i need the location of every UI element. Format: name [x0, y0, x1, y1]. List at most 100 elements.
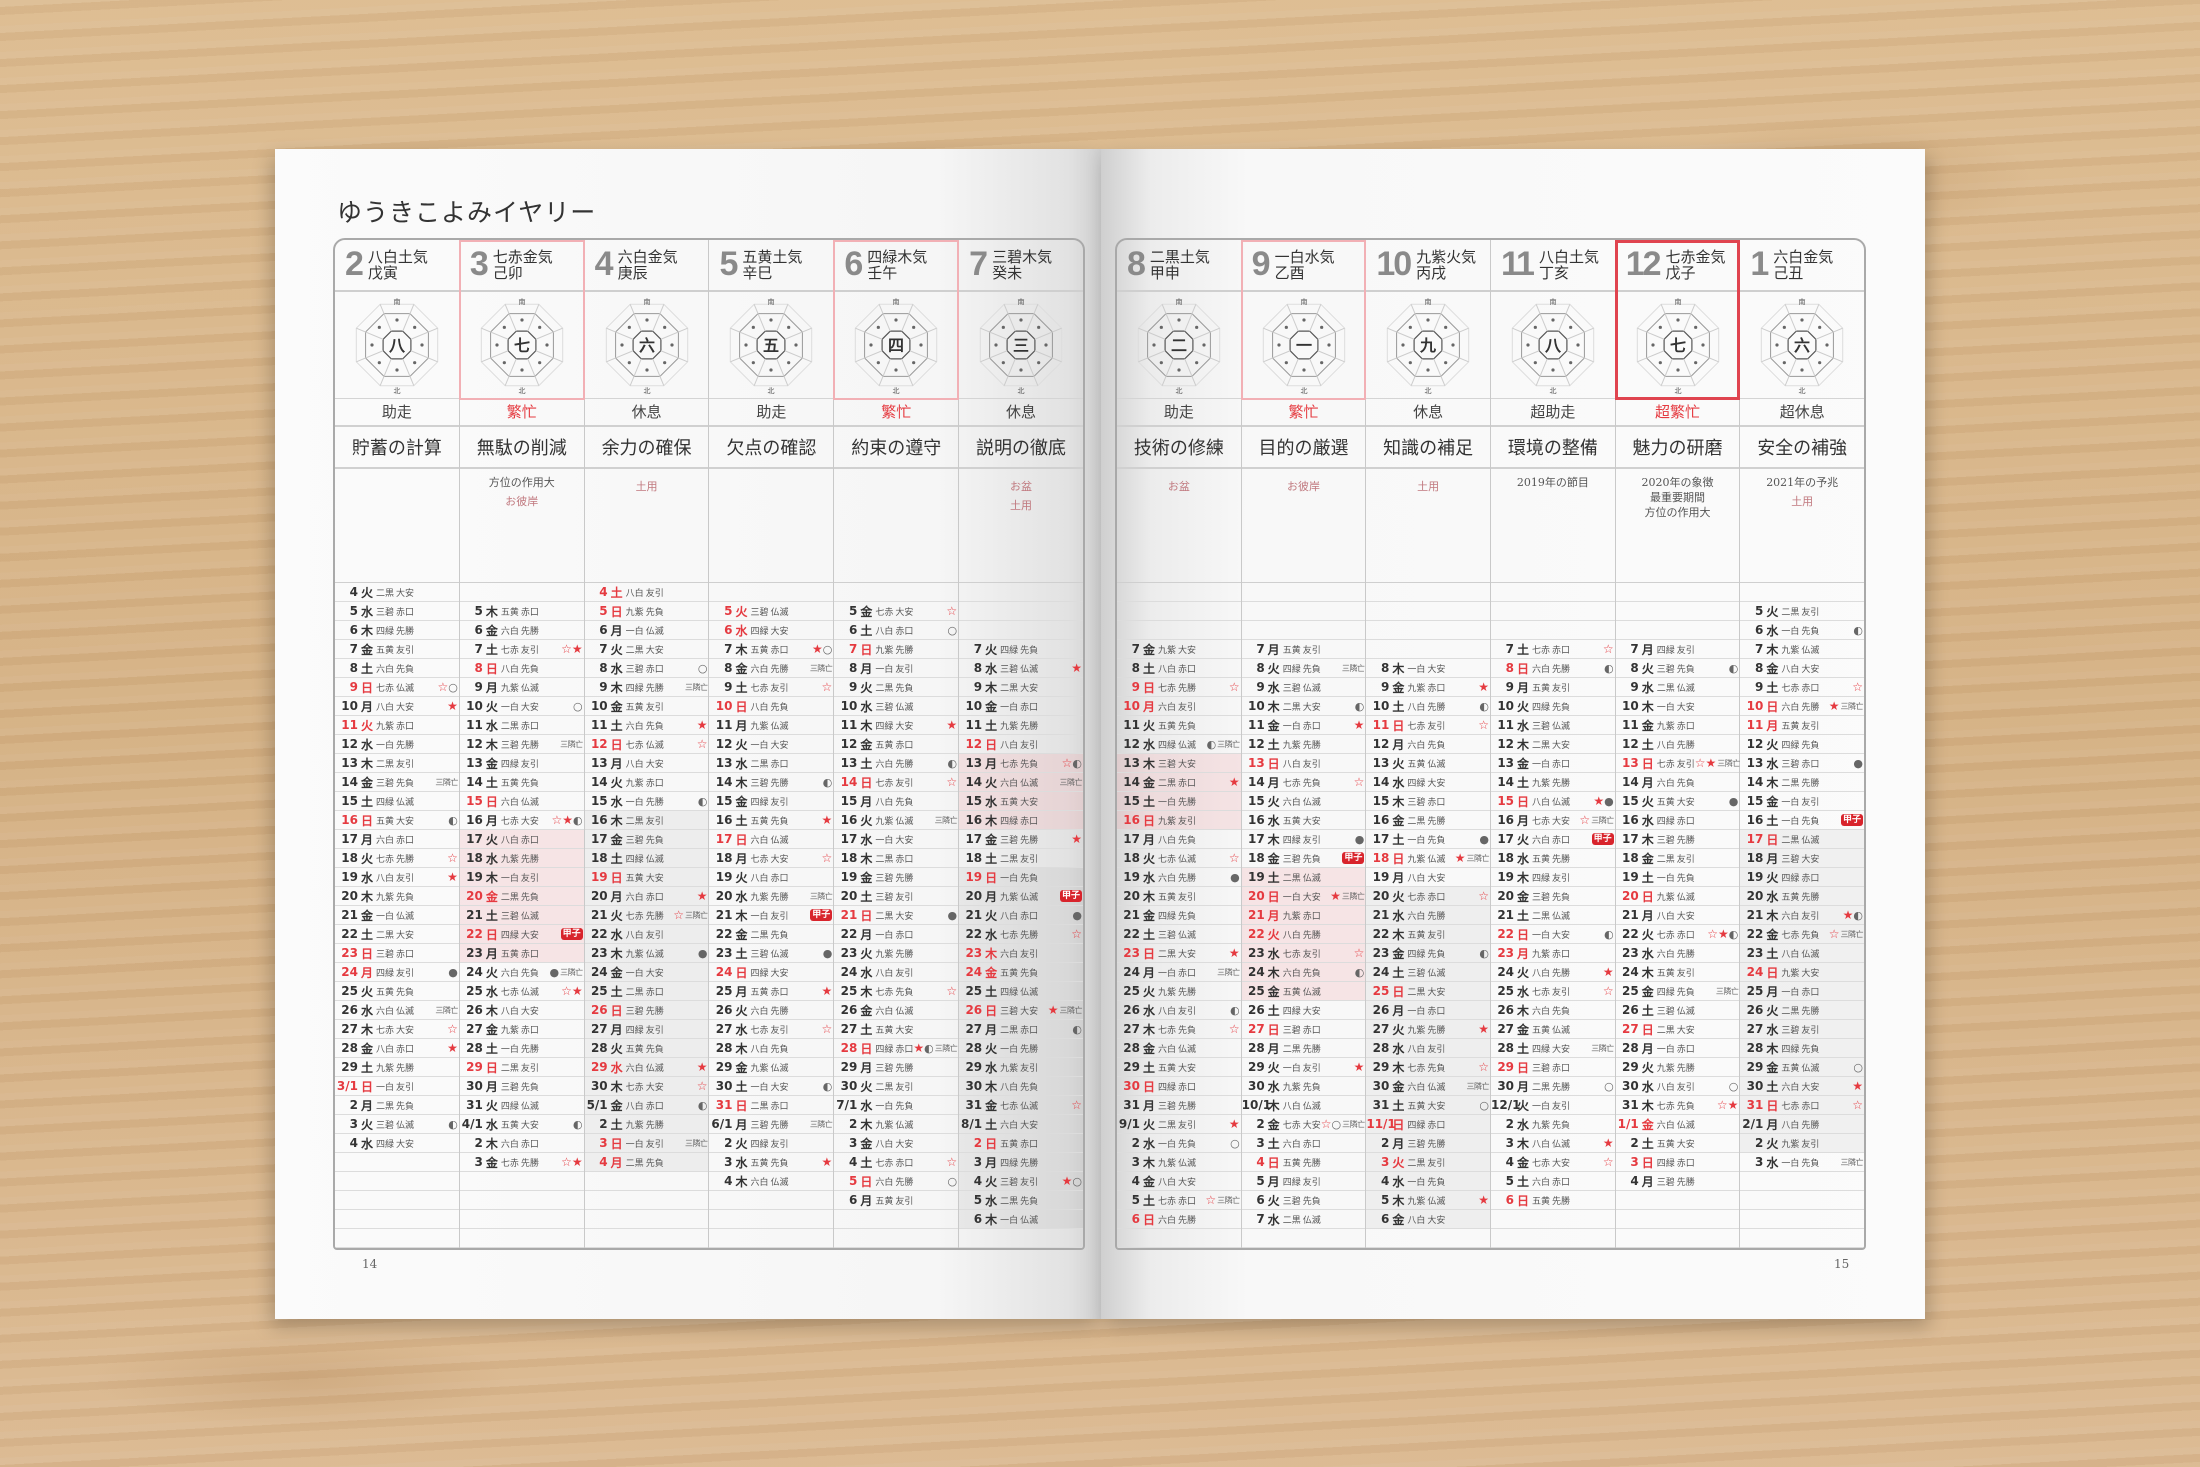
- day-row[interactable]: 26 土三碧 仏滅: [1615, 1001, 1740, 1021]
- day-row[interactable]: 20 火七赤 赤口 ☆: [1366, 887, 1491, 907]
- day-row[interactable]: 25 火九紫 先勝: [1117, 982, 1241, 1002]
- day-row[interactable]: 11 土九紫 先勝: [959, 716, 1083, 736]
- day-row[interactable]: 10 木一白 大安: [1615, 697, 1740, 717]
- day-row[interactable]: 6 木一白 仏滅: [959, 1210, 1083, 1230]
- day-row[interactable]: 3 土六白 赤口: [1241, 1134, 1366, 1154]
- day-row[interactable]: 7 日九紫 先勝: [834, 640, 959, 660]
- day-row[interactable]: 8 日八白 先負: [459, 659, 584, 679]
- day-row[interactable]: 21 金四緑 先負: [1117, 906, 1241, 926]
- day-row[interactable]: 9 水三碧 仏滅: [1241, 678, 1366, 698]
- day-row[interactable]: 27 土五黄 大安: [834, 1020, 959, 1040]
- day-row[interactable]: 16 木四緑 赤口: [959, 811, 1083, 831]
- day-row[interactable]: 8 火三碧 先負 ◐: [1615, 659, 1740, 679]
- day-row[interactable]: 28 木四緑 先負: [1740, 1039, 1864, 1059]
- day-row[interactable]: 8 木一白 大安: [1366, 659, 1491, 679]
- day-row[interactable]: 20 月六白 赤口 ★: [584, 887, 709, 907]
- day-row[interactable]: 7 土七赤 友引 ☆ ★: [459, 640, 584, 660]
- day-row[interactable]: 9 土七赤 友引 ☆: [709, 678, 834, 698]
- day-row[interactable]: 9 木二黒 大安: [959, 678, 1083, 698]
- day-row[interactable]: 18 火七赤 先勝 ☆: [335, 849, 459, 869]
- day-row[interactable]: 2 火九紫 友引: [1740, 1134, 1864, 1154]
- day-row[interactable]: 7 火二黒 大安: [584, 640, 709, 660]
- day-row[interactable]: 8 月一白 友引: [834, 659, 959, 679]
- day-row[interactable]: 5 土六白 赤口: [1491, 1172, 1615, 1192]
- day-row[interactable]: 4/1 水五黄 大安 ◐: [459, 1115, 584, 1135]
- day-row[interactable]: 22 火七赤 赤口 ☆ ★ ◐: [1615, 925, 1740, 945]
- day-row[interactable]: 10 水三碧 仏滅: [834, 697, 959, 717]
- day-row[interactable]: 2 水一白 先負 ○: [1117, 1134, 1241, 1154]
- day-row[interactable]: 11 水三碧 仏滅: [1491, 716, 1615, 736]
- day-row[interactable]: 9 日七赤 先勝 ☆: [1117, 678, 1241, 698]
- day-row[interactable]: 11 火九紫 赤口: [335, 716, 459, 736]
- day-row[interactable]: 3 金八白 大安: [834, 1134, 959, 1154]
- day-row[interactable]: 12 火四緑 先負: [1740, 735, 1864, 755]
- day-row[interactable]: 4 火三碧 友引 ★ ○: [959, 1172, 1083, 1192]
- day-row[interactable]: 9 水二黒 仏滅: [1615, 678, 1740, 698]
- day-row[interactable]: 18 月七赤 大安 ☆: [709, 849, 834, 869]
- day-row[interactable]: 17 月八白 先負: [1117, 830, 1241, 850]
- day-row[interactable]: 11 火五黄 先負: [1117, 716, 1241, 736]
- day-row[interactable]: 26 火六白 先勝: [709, 1001, 834, 1021]
- day-row[interactable]: 29 水六白 仏滅 ★: [584, 1058, 709, 1078]
- day-row[interactable]: 4 火二黒 大安: [335, 583, 459, 603]
- day-row[interactable]: 24 木五黄 友引: [1615, 963, 1740, 983]
- day-row[interactable]: 29 火一白 友引 ★: [1241, 1058, 1366, 1078]
- day-row[interactable]: 3 月四緑 先勝: [959, 1153, 1083, 1173]
- day-row[interactable]: 19 日五黄 大安: [584, 868, 709, 888]
- day-row[interactable]: 16 土五黄 先負 ★: [709, 811, 834, 831]
- day-row[interactable]: 27 火九紫 先勝 ★: [1366, 1020, 1491, 1040]
- day-row[interactable]: 30 日四緑 赤口: [1117, 1077, 1241, 1097]
- day-row[interactable]: 3 木九紫 仏滅: [1117, 1153, 1241, 1173]
- day-row[interactable]: 21 月八白 大安: [1615, 906, 1740, 926]
- day-row[interactable]: 5 火二黒 友引: [1740, 602, 1864, 622]
- day-row[interactable]: 23 木六白 友引: [959, 944, 1083, 964]
- day-row[interactable]: 5 土七赤 赤口 ☆ 三隣亡: [1117, 1191, 1241, 1211]
- day-row[interactable]: 15 日八白 仏滅 ★ ●: [1491, 792, 1615, 812]
- day-row[interactable]: 7 水二黒 仏滅: [1241, 1210, 1366, 1230]
- day-row[interactable]: 7 金五黄 友引: [335, 640, 459, 660]
- day-row[interactable]: 14 月六白 先負: [1615, 773, 1740, 793]
- day-row[interactable]: 2 木六白 赤口: [459, 1134, 584, 1154]
- day-row[interactable]: 20 金二黒 先負: [459, 887, 584, 907]
- day-row[interactable]: 29 月三碧 先勝: [834, 1058, 959, 1078]
- day-row[interactable]: 26 日三碧 先勝: [584, 1001, 709, 1021]
- day-row[interactable]: 9 土七赤 赤口 ☆: [1740, 678, 1864, 698]
- day-row[interactable]: 25 木七赤 先負 ☆: [834, 982, 959, 1002]
- day-row[interactable]: 30 木七赤 大安 ☆: [584, 1077, 709, 1097]
- day-row[interactable]: 29 金五黄 仏滅 ○: [1740, 1058, 1864, 1078]
- day-row[interactable]: 26 月一白 赤口: [1366, 1001, 1491, 1021]
- day-row[interactable]: 24 日九紫 大安: [1740, 963, 1864, 983]
- day-row[interactable]: 12 金五黄 赤口: [834, 735, 959, 755]
- day-row[interactable]: 14 木三碧 先勝 ◐: [709, 773, 834, 793]
- day-row[interactable]: 19 金三碧 先勝: [834, 868, 959, 888]
- day-row[interactable]: 6 金八白 大安: [1366, 1210, 1491, 1230]
- day-row[interactable]: 29 木七赤 先負 ☆: [1366, 1058, 1491, 1078]
- day-row[interactable]: 18 水五黄 先勝: [1491, 849, 1615, 869]
- day-row[interactable]: 15 金四緑 友引: [709, 792, 834, 812]
- day-row[interactable]: 3 水五黄 先負 ★: [709, 1153, 834, 1173]
- day-row[interactable]: 28 水八白 友引: [1366, 1039, 1491, 1059]
- day-row[interactable]: 20 木五黄 友引: [1117, 887, 1241, 907]
- day-row[interactable]: 4 土七赤 赤口 ☆: [834, 1153, 959, 1173]
- day-row[interactable]: 6 日五黄 先勝: [1491, 1191, 1615, 1211]
- day-row[interactable]: 21 日二黒 大安 ●: [834, 906, 959, 926]
- day-row[interactable]: 8 水三碧 赤口 ○: [584, 659, 709, 679]
- day-row[interactable]: 20 月九紫 仏滅 甲子: [959, 887, 1083, 907]
- day-row[interactable]: 11/1 日四緑 赤口: [1366, 1115, 1491, 1135]
- day-row[interactable]: 27 水三碧 友引: [1740, 1020, 1864, 1040]
- day-row[interactable]: 11 木四緑 大安 ★: [834, 716, 959, 736]
- day-row[interactable]: 2 木九紫 仏滅: [834, 1115, 959, 1135]
- day-row[interactable]: 9 月九紫 仏滅: [459, 678, 584, 698]
- day-row[interactable]: 15 土四緑 仏滅: [335, 792, 459, 812]
- day-row[interactable]: 21 金一白 仏滅: [335, 906, 459, 926]
- day-row[interactable]: 26 金六白 仏滅: [834, 1001, 959, 1021]
- day-row[interactable]: 31 月三碧 先勝: [1117, 1096, 1241, 1116]
- day-row[interactable]: 27 木七赤 大安 ☆: [335, 1020, 459, 1040]
- day-row[interactable]: 8/1 土六白 大安: [959, 1115, 1083, 1135]
- day-row[interactable]: 24 木六白 先負 ◐: [1241, 963, 1366, 983]
- day-row[interactable]: 22 月一白 赤口: [834, 925, 959, 945]
- day-row[interactable]: 25 金五黄 仏滅: [1241, 982, 1366, 1002]
- day-row[interactable]: 5 金七赤 大安 ☆: [834, 602, 959, 622]
- day-row[interactable]: 10/1 木八白 仏滅: [1241, 1096, 1366, 1116]
- day-row[interactable]: 8 金八白 大安: [1740, 659, 1864, 679]
